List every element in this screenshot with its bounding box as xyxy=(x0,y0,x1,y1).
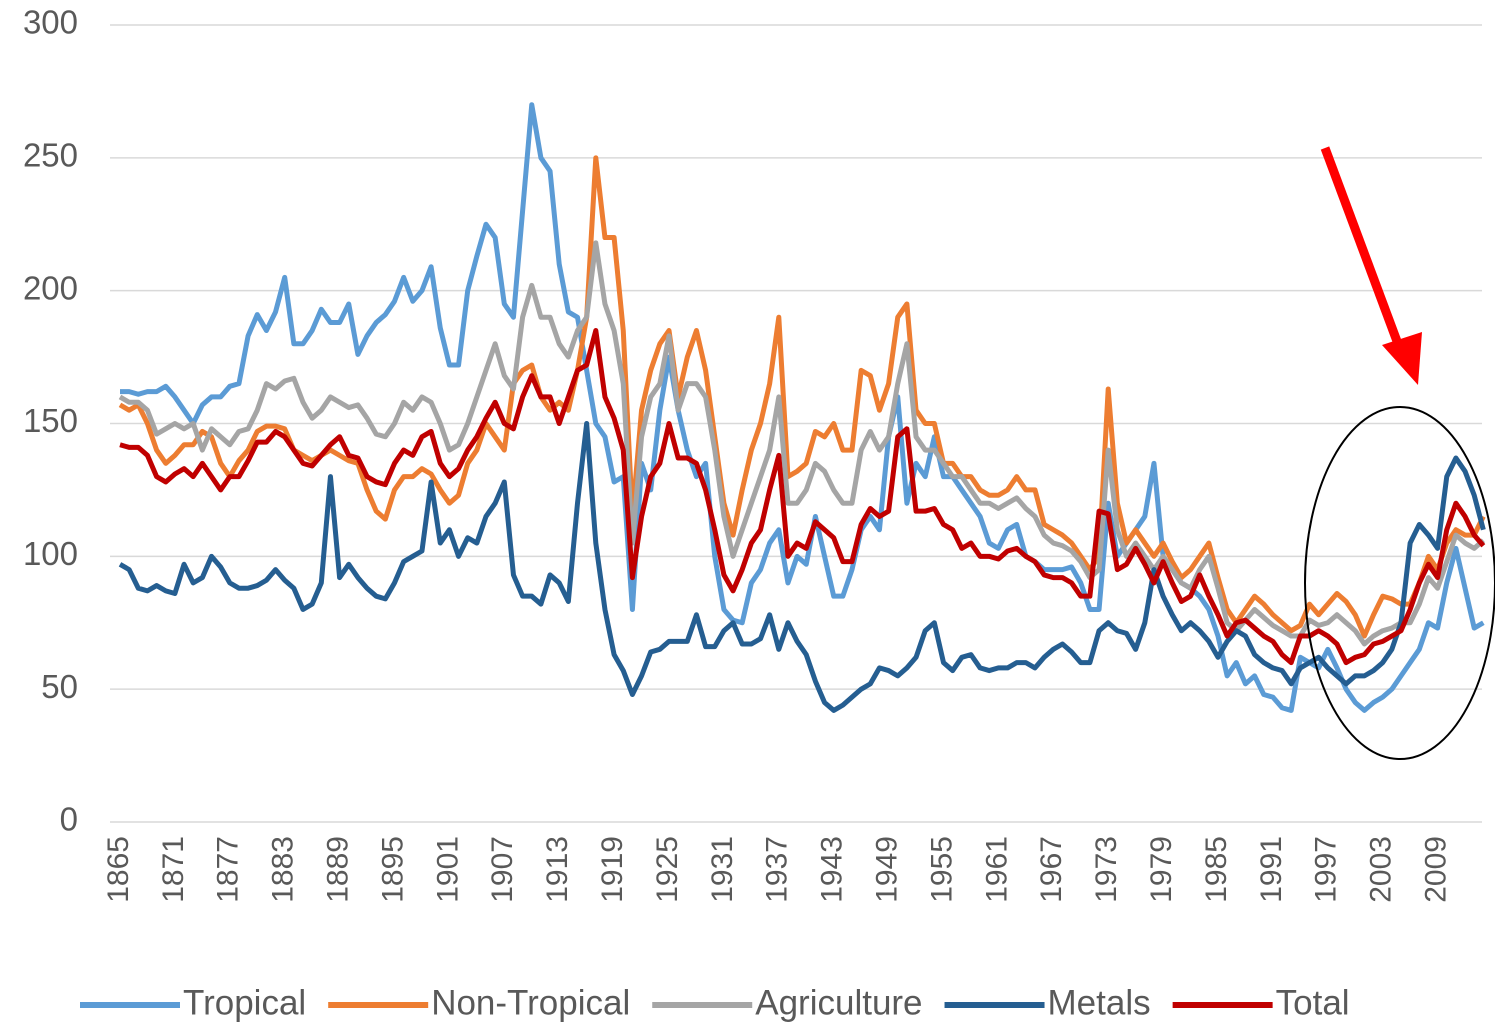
y-tick-label: 250 xyxy=(23,137,78,174)
x-tick-label: 1907 xyxy=(486,836,519,903)
y-tick-label: 200 xyxy=(23,269,78,306)
legend-label: Total xyxy=(1276,983,1350,1022)
x-tick-label: 1895 xyxy=(376,836,409,903)
arrow-shaft xyxy=(1320,146,1406,354)
x-tick-label: 1871 xyxy=(157,836,190,903)
x-tick-label: 1913 xyxy=(541,836,574,903)
y-tick-label: 0 xyxy=(60,801,78,838)
series-line xyxy=(118,155,1486,639)
x-tick-label: 1943 xyxy=(816,836,849,903)
series-line xyxy=(118,240,1485,647)
x-tick-label: 1919 xyxy=(596,836,629,903)
legend-label: Metals xyxy=(1048,983,1151,1022)
x-tick-label: 2009 xyxy=(1420,836,1453,903)
x-tick-label: 1865 xyxy=(102,836,135,903)
y-tick-label: 100 xyxy=(23,535,78,572)
legend-label: Agriculture xyxy=(755,983,922,1022)
x-tick-label: 1967 xyxy=(1035,836,1068,903)
x-tick-label: 1973 xyxy=(1090,836,1123,903)
x-tick-label: 1901 xyxy=(431,836,464,903)
arrow-head xyxy=(1382,332,1422,385)
x-tick-label: 1991 xyxy=(1255,836,1288,903)
series-line xyxy=(119,328,1486,666)
x-tick-label: 1925 xyxy=(651,836,684,903)
x-tick-label: 1883 xyxy=(267,836,300,903)
x-tick-label: 1979 xyxy=(1145,836,1178,903)
x-tick-label: 1997 xyxy=(1310,836,1343,903)
annotation xyxy=(1304,146,1495,760)
legend-label: Non-Tropical xyxy=(431,983,630,1022)
y-tick-label: 300 xyxy=(23,4,78,41)
x-tick-label: 1937 xyxy=(761,836,794,903)
highlight-ellipse xyxy=(1304,406,1495,760)
y-tick-label: 150 xyxy=(23,402,78,439)
x-tick-label: 1889 xyxy=(322,836,355,903)
series-line xyxy=(120,102,1485,713)
x-tick-label: 1931 xyxy=(706,836,739,903)
y-tick-label: 50 xyxy=(41,668,78,705)
legend-label: Tropical xyxy=(183,983,306,1022)
x-tick-label: 1955 xyxy=(925,836,958,903)
x-tick-label: 1985 xyxy=(1200,836,1233,903)
x-tick-label: 1949 xyxy=(871,836,904,903)
x-tick-label: 1877 xyxy=(212,836,245,903)
series-line xyxy=(118,421,1486,713)
x-tick-label: 1961 xyxy=(980,836,1013,903)
x-tick-label: 2003 xyxy=(1365,836,1398,903)
